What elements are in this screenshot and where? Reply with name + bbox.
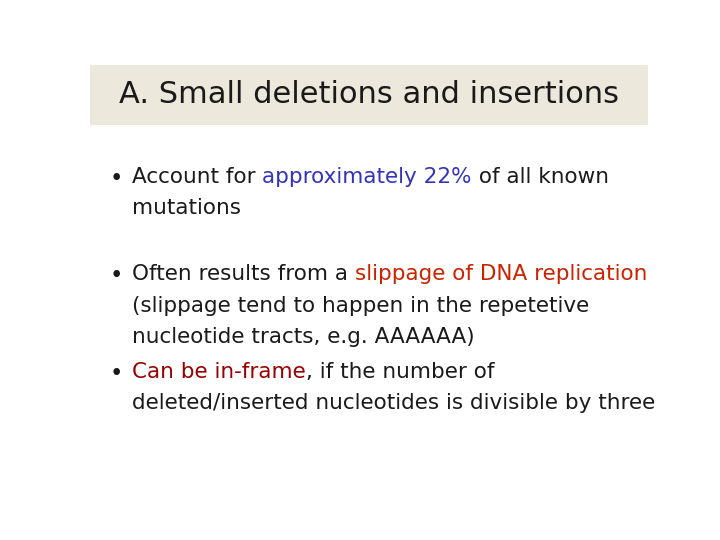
Text: nucleotide tracts, e.g. AAAAAA): nucleotide tracts, e.g. AAAAAA): [132, 327, 474, 347]
Text: approximately 22%: approximately 22%: [262, 167, 472, 187]
Text: A. Small deletions and insertions: A. Small deletions and insertions: [119, 80, 619, 109]
Text: Often results from a: Often results from a: [132, 265, 355, 285]
Text: Can be in-frame: Can be in-frame: [132, 362, 305, 382]
Text: •: •: [110, 167, 123, 190]
Text: , if the number of: , if the number of: [305, 362, 494, 382]
Text: Account for: Account for: [132, 167, 262, 187]
Text: slippage of DNA replication: slippage of DNA replication: [355, 265, 647, 285]
Text: •: •: [110, 362, 123, 385]
Text: mutations: mutations: [132, 198, 241, 218]
Text: of all known: of all known: [472, 167, 609, 187]
Text: (slippage tend to happen in the repetetive: (slippage tend to happen in the repeteti…: [132, 295, 589, 315]
Text: •: •: [110, 265, 123, 287]
FancyBboxPatch shape: [90, 65, 648, 125]
Text: deleted/inserted nucleotides is divisible by three: deleted/inserted nucleotides is divisibl…: [132, 393, 655, 413]
